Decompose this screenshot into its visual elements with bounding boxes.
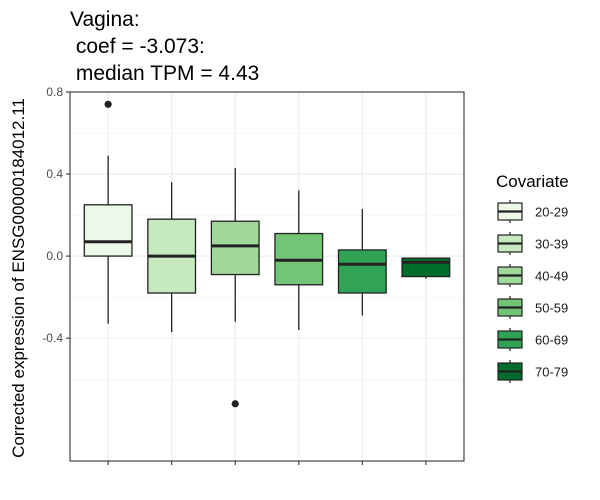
legend: Covariate 20-29 30-39 40-49 50-59 60-69 70-79	[496, 172, 569, 383]
box-body	[210, 220, 260, 276]
box-70-79	[401, 257, 451, 279]
outlier-point	[231, 400, 239, 408]
box-body	[83, 204, 133, 257]
y-tick-label: 0.0	[46, 249, 63, 263]
plot-panel: -0.4 0.0 0.4 0.8	[42, 85, 465, 465]
title-line-1: Vagina:	[70, 8, 140, 31]
box-60-69	[337, 208, 387, 316]
y-tick-label: -0.4	[42, 331, 63, 345]
legend-label: 60-69	[535, 333, 568, 348]
legend-item-20-29: 20-29	[497, 200, 568, 223]
y-tick-label: 0.8	[46, 85, 63, 99]
legend-label: 30-39	[535, 237, 568, 252]
legend-item-70-79: 70-79	[497, 360, 568, 383]
legend-item-60-69: 60-69	[497, 328, 568, 351]
box-30-39	[147, 182, 197, 332]
box-20-29	[83, 100, 133, 324]
panel-background	[70, 92, 464, 461]
box-50-59	[274, 190, 324, 330]
box-40-49	[210, 167, 260, 408]
legend-item-40-49: 40-49	[497, 264, 568, 287]
title-line-3: median TPM = 4.43	[70, 62, 259, 85]
title-line-2: coef = -3.073:	[70, 35, 205, 58]
y-axis-title: Corrected expression of ENSG00000184012.…	[9, 98, 28, 458]
panel-border	[69, 91, 465, 462]
y-tick-label: 0.4	[46, 167, 63, 181]
box-body	[337, 249, 387, 294]
legend-item-30-39: 30-39	[497, 232, 568, 255]
legend-title: Covariate	[496, 172, 569, 191]
legend-label: 50-59	[535, 301, 568, 316]
legend-label: 70-79	[535, 365, 568, 380]
chart-title: Vagina: coef = -3.073: median TPM = 4.43	[70, 8, 259, 85]
outlier-point	[104, 100, 112, 108]
legend-label: 20-29	[535, 205, 568, 220]
legend-item-50-59: 50-59	[497, 296, 568, 319]
legend-label: 40-49	[535, 269, 568, 284]
